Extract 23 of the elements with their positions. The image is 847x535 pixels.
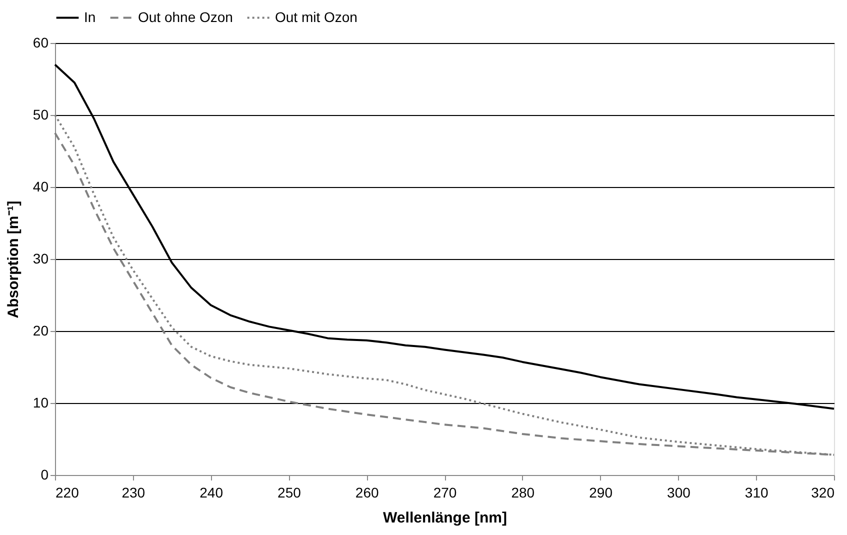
x-tick-label: 280 [511, 484, 535, 500]
legend-label: In [84, 8, 96, 25]
x-tick-label: 290 [589, 484, 613, 500]
y-tick-label: 50 [32, 106, 49, 122]
y-tick-label: 60 [32, 34, 49, 50]
x-tick-label: 220 [56, 484, 80, 500]
y-tick-label: 20 [32, 322, 49, 338]
y-tick-label: 0 [40, 466, 49, 482]
x-tick-label: 240 [200, 484, 224, 500]
legend-label: Out mit Ozon [275, 8, 358, 25]
x-tick-label: 270 [433, 484, 457, 500]
y-tick-label: 30 [32, 250, 49, 266]
y-tick-label: 40 [32, 178, 49, 194]
x-tick-label: 320 [811, 484, 835, 500]
y-axis-title: Absorption [m⁻¹] [4, 200, 22, 318]
x-axis-title: Wellenlänge [nm] [383, 510, 507, 526]
legend-label: Out ohne Ozon [138, 8, 233, 25]
x-tick-label: 300 [667, 484, 691, 500]
x-tick-label: 250 [278, 484, 302, 500]
y-tick-label: 10 [32, 394, 49, 410]
x-tick-label: 260 [355, 484, 379, 500]
x-tick-label: 230 [122, 484, 146, 500]
x-tick-label: 310 [744, 484, 768, 500]
